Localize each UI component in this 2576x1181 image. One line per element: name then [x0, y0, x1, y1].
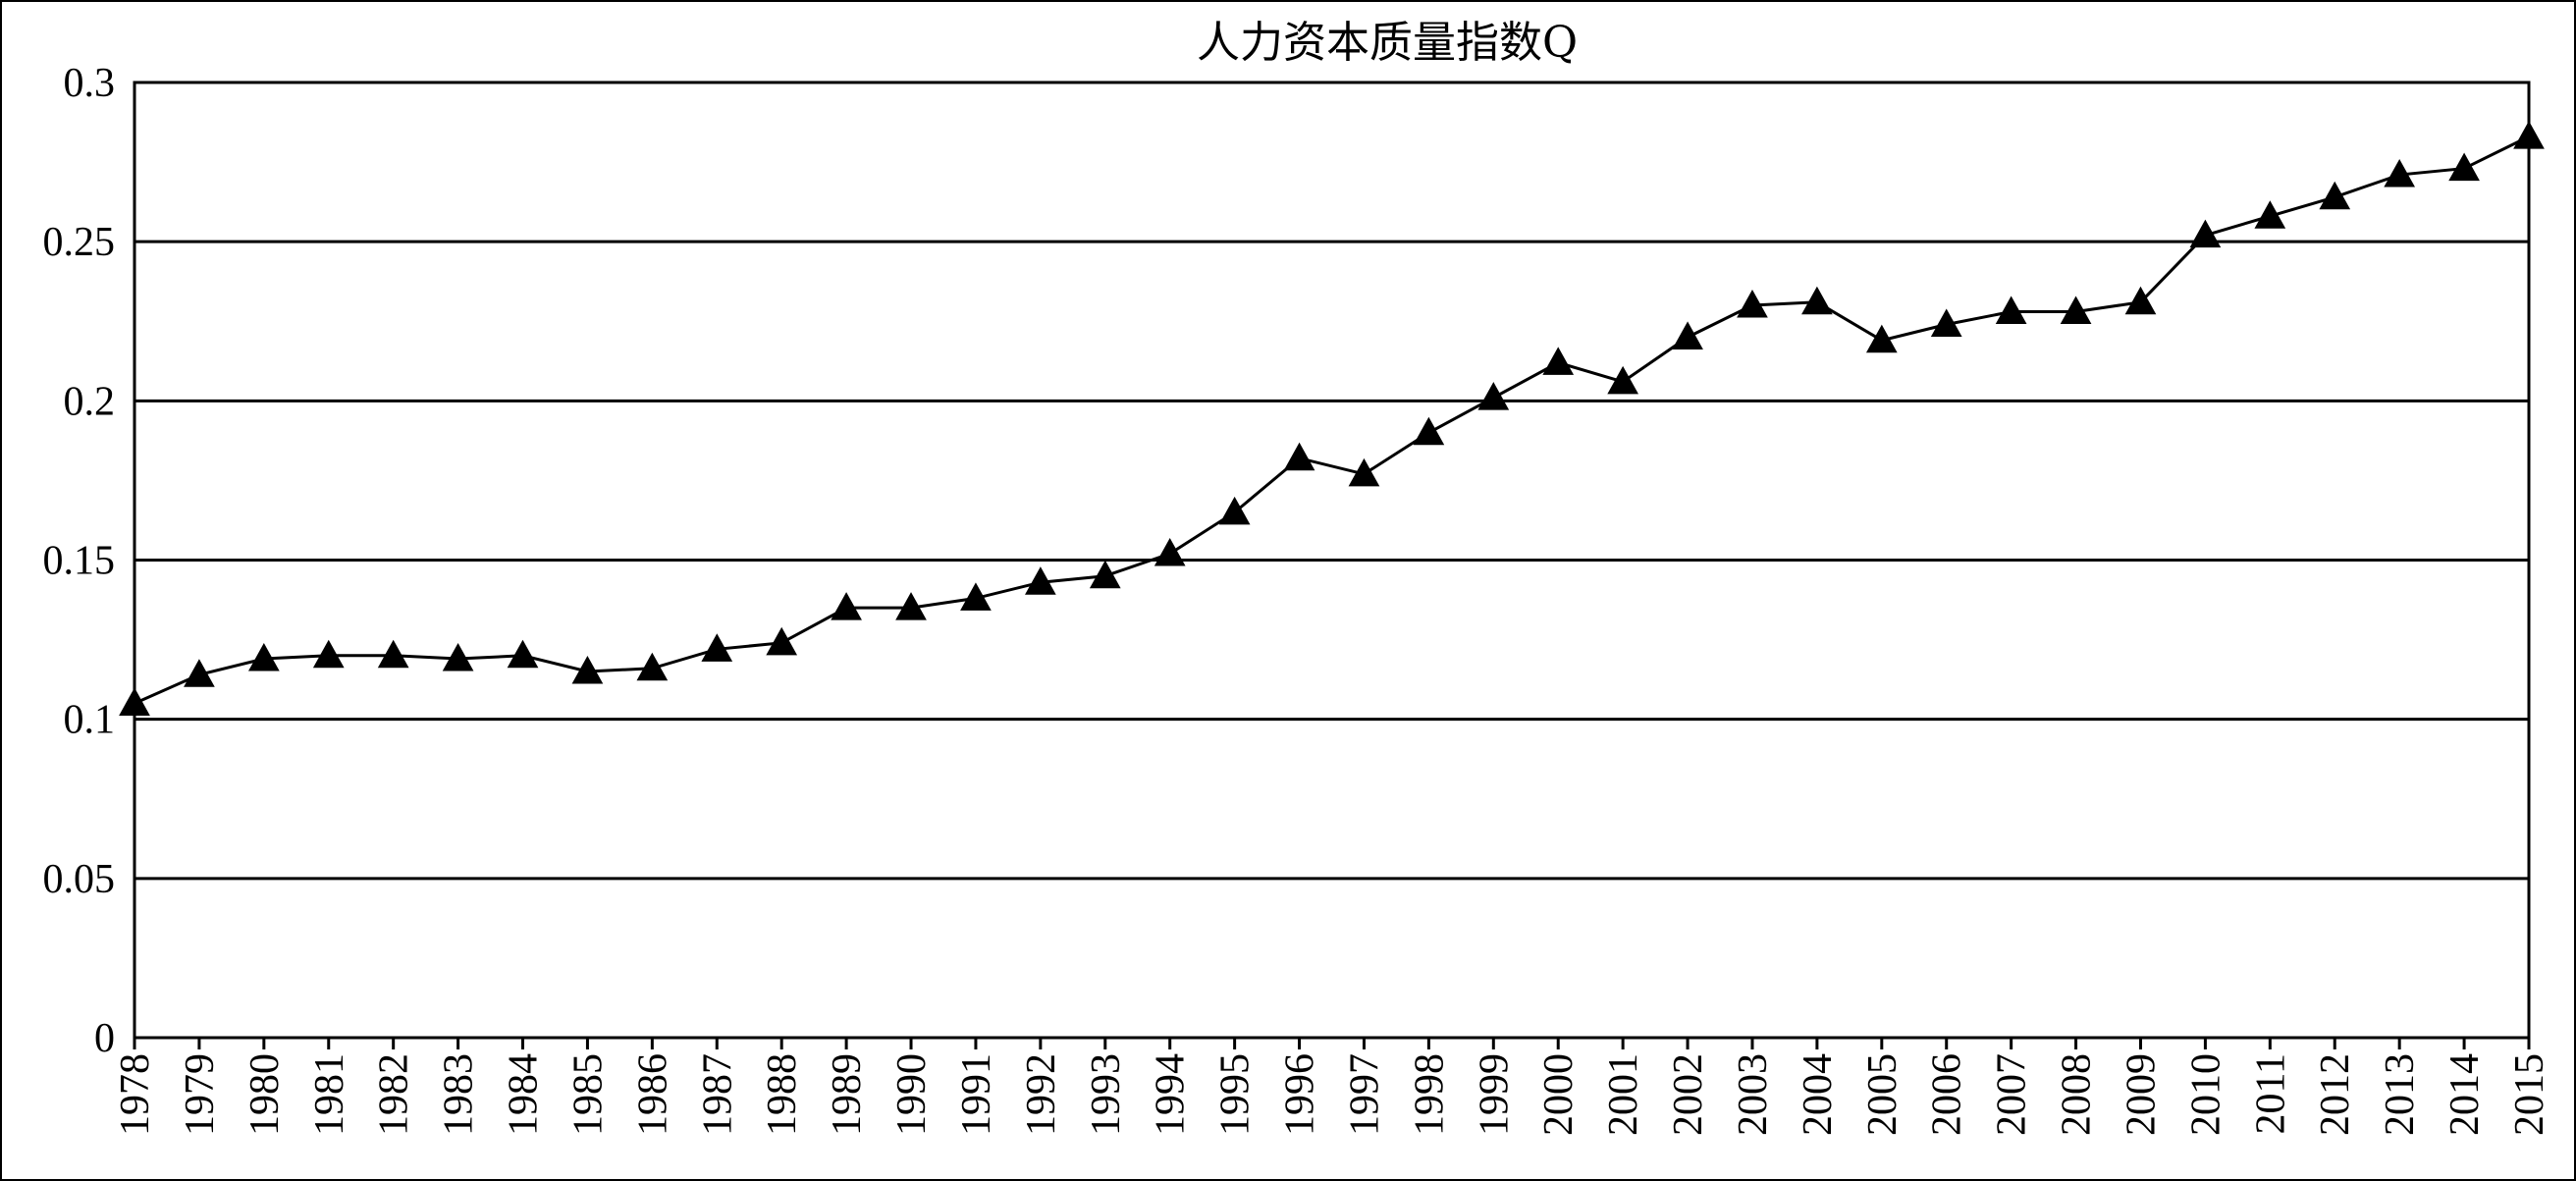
x-tick-label: 1989 — [825, 1053, 870, 1136]
x-tick-label: 1997 — [1342, 1053, 1387, 1136]
x-tick-label: 1993 — [1084, 1053, 1129, 1136]
data-point-marker — [2513, 121, 2545, 149]
x-tick-label: 2004 — [1796, 1053, 1841, 1136]
data-point-marker — [184, 659, 215, 687]
y-tick-label: 0.1 — [64, 698, 116, 743]
data-point-marker — [507, 639, 539, 669]
y-tick-label: 0 — [94, 1016, 115, 1061]
x-tick-label: 1986 — [630, 1053, 675, 1136]
plot-area — [133, 81, 2531, 1040]
data-point-marker — [895, 592, 927, 620]
x-tick-label: 2001 — [1601, 1053, 1646, 1136]
data-point-marker — [442, 643, 474, 671]
data-point-marker — [1477, 382, 1510, 410]
x-axis-ticks: 1978 1979 1980 1981 1982 1983 1984 1985 1986 1987… — [113, 1038, 2552, 1136]
data-point-marker — [1737, 290, 1768, 318]
data-point-marker — [247, 643, 280, 671]
x-tick-label: 1992 — [1019, 1053, 1064, 1136]
data-point-marker — [2060, 295, 2092, 325]
series-layer — [119, 121, 2545, 716]
data-point-marker — [1672, 321, 1703, 349]
data-point-marker — [1930, 308, 1962, 337]
x-tick-label: 1981 — [307, 1053, 352, 1136]
data-point-marker — [312, 639, 345, 669]
x-tick-label: 2008 — [2055, 1053, 2100, 1136]
x-tick-label: 1979 — [178, 1053, 223, 1136]
data-point-marker — [1801, 286, 1833, 315]
data-point-marker — [2124, 286, 2157, 315]
series-line — [134, 134, 2530, 705]
x-tick-label: 2000 — [1536, 1053, 1582, 1136]
data-point-marker — [1413, 416, 1445, 446]
x-tick-label: 2013 — [2378, 1053, 2423, 1136]
data-point-marker — [2384, 159, 2416, 188]
x-tick-label: 1994 — [1149, 1053, 1194, 1136]
x-tick-label: 2002 — [1666, 1053, 1711, 1136]
y-tick-label: 0.25 — [43, 220, 116, 265]
data-point-marker — [1283, 442, 1315, 471]
x-tick-label: 2005 — [1860, 1053, 1905, 1136]
data-point-marker — [1154, 537, 1186, 566]
data-point-marker — [119, 687, 150, 716]
x-tick-label: 1982 — [372, 1053, 417, 1136]
x-tick-label: 1990 — [889, 1053, 935, 1136]
data-point-marker — [571, 655, 604, 684]
x-tick-label: 1991 — [954, 1053, 999, 1136]
x-tick-label: 1995 — [1213, 1053, 1259, 1136]
x-tick-label: 1978 — [113, 1053, 158, 1136]
data-point-marker — [2448, 152, 2480, 182]
data-point-marker — [1348, 457, 1380, 487]
data-point-marker — [766, 626, 798, 656]
y-tick-label: 0.15 — [43, 539, 116, 584]
x-tick-label: 1987 — [695, 1053, 740, 1136]
x-tick-label: 2007 — [1990, 1053, 2035, 1136]
data-point-marker — [2319, 181, 2351, 210]
data-point-marker — [701, 633, 733, 662]
data-point-marker — [1995, 295, 2027, 325]
x-tick-label: 1985 — [565, 1053, 611, 1136]
y-tick-label: 0.05 — [43, 857, 116, 902]
x-tick-label: 2003 — [1731, 1053, 1776, 1136]
x-tick-label: 1988 — [760, 1053, 805, 1136]
x-tick-label: 1980 — [242, 1053, 288, 1136]
data-point-marker — [1089, 560, 1121, 589]
x-tick-label: 1999 — [1472, 1053, 1517, 1136]
x-tick-label: 2010 — [2183, 1053, 2228, 1136]
x-tick-label: 1983 — [437, 1053, 482, 1136]
x-tick-label: 2006 — [1925, 1053, 1970, 1136]
gridlines — [134, 81, 2529, 1040]
x-tick-label: 1984 — [502, 1053, 547, 1136]
data-point-marker — [1607, 365, 1638, 395]
data-point-marker — [1218, 496, 1251, 525]
y-tick-label: 0.3 — [64, 61, 116, 106]
data-point-marker — [1025, 566, 1056, 595]
chart-title: 人力资本质量指数Q — [1197, 18, 1578, 68]
data-point-marker — [1865, 324, 1898, 353]
y-tick-label: 0.2 — [64, 379, 116, 424]
x-tick-label: 2012 — [2313, 1053, 2358, 1136]
x-tick-label: 1998 — [1407, 1053, 1452, 1136]
data-point-marker — [377, 639, 409, 669]
data-point-marker — [831, 592, 862, 620]
y-axis-ticks: 0 0.05 0.1 0.15 0.2 0.25 0.3 — [43, 61, 116, 1061]
x-tick-label: 2014 — [2442, 1053, 2488, 1136]
x-tick-label: 2011 — [2248, 1053, 2293, 1134]
x-tick-label: 2009 — [2119, 1053, 2164, 1136]
data-point-marker — [636, 652, 669, 681]
data-point-marker — [2254, 200, 2286, 229]
data-point-marker — [2189, 219, 2222, 248]
x-tick-label: 2015 — [2507, 1053, 2552, 1136]
data-point-marker — [960, 582, 992, 611]
data-point-marker — [1542, 347, 1575, 375]
x-tick-label: 1996 — [1278, 1053, 1323, 1136]
